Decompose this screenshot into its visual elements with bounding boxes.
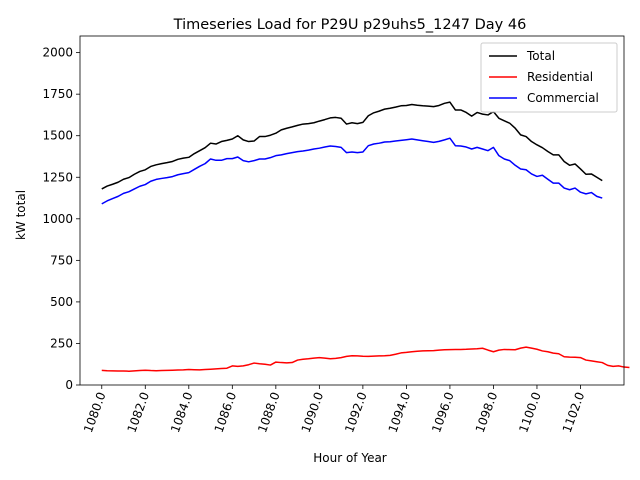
- x-tick-label: 1096.0: [429, 390, 457, 434]
- x-tick-label: 1098.0: [473, 390, 501, 434]
- series-line-residential: [101, 346, 630, 372]
- y-tick-label: 1500: [42, 129, 73, 143]
- y-tick-label: 0: [65, 378, 73, 392]
- x-axis-label: Hour of Year: [313, 451, 387, 465]
- y-tick-label: 500: [50, 295, 73, 309]
- series-line-total: [101, 101, 603, 190]
- x-tick-label: 1102.0: [560, 390, 588, 434]
- x-tick-label: 1090.0: [299, 390, 327, 434]
- legend-label-residential: Residential: [527, 70, 593, 84]
- x-tick-label: 1100.0: [516, 390, 544, 434]
- x-tick-label: 1092.0: [342, 390, 370, 434]
- y-axis-label: kW total: [14, 190, 28, 240]
- y-tick-label: 250: [50, 336, 73, 350]
- y-tick-label: 750: [50, 253, 73, 267]
- legend-label-total: Total: [526, 49, 555, 63]
- chart-title: Timeseries Load for P29U p29uhs5_1247 Da…: [173, 17, 527, 33]
- plot-frame: [79, 35, 625, 386]
- y-tick-label: 1250: [42, 170, 73, 184]
- plot-area: [79, 35, 630, 386]
- legend: Total Residential Commercial: [480, 42, 618, 113]
- series-line-commercial: [101, 137, 603, 205]
- y-tick-label: 1750: [42, 87, 73, 101]
- y-tick-label: 2000: [42, 46, 73, 60]
- x-tick-label: 1094.0: [386, 390, 414, 434]
- x-tick-label: 1086.0: [212, 390, 240, 434]
- y-tick-label: 1000: [42, 212, 73, 226]
- x-tick-label: 1084.0: [168, 390, 196, 434]
- x-tick-label: 1088.0: [255, 390, 283, 434]
- x-axis: 1080.0 1082.0 1084.0 1086.0 1088.0 1090.0 1092…: [81, 385, 587, 434]
- legend-label-commercial: Commercial: [527, 91, 599, 105]
- legend-box: [480, 42, 618, 113]
- x-tick-label: 1080.0: [81, 390, 109, 434]
- y-axis: 0 250 500 750 1000 1250 1500 1750 2000: [42, 46, 80, 392]
- x-tick-label: 1082.0: [125, 390, 153, 434]
